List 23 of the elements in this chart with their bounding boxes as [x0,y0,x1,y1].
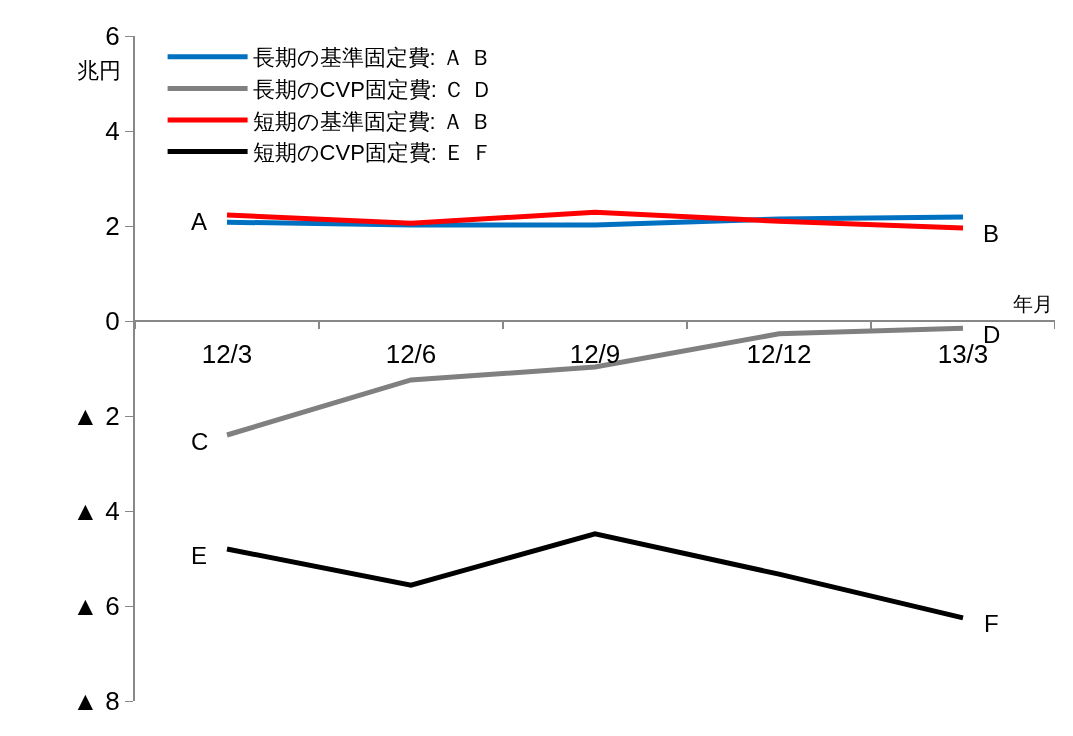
x-tick-label: 12/3 [201,339,253,370]
y-tick-label: 0 [105,306,120,337]
annotation: B [983,220,1000,247]
annotation: A [191,208,208,235]
y-tick-label: 2 [105,211,120,242]
y-tick-label: 6 [105,21,120,52]
y-tick-label: ▲ 2 [72,401,120,432]
legend-label: 短期のCVP固定費: Ｅ Ｆ [252,140,494,166]
x-axis-title: 年月 [1013,293,1053,315]
legend-label: 長期の基準固定費: Ａ Ｂ [252,45,492,71]
y-tick-label: ▲ 4 [72,496,120,527]
y-tick-label: ▲ 6 [72,591,120,622]
legend-label: 長期のCVP固定費: Ｃ Ｄ [252,76,494,102]
x-tick-label: 12/12 [746,339,812,370]
y-tick-label: ▲ 8 [72,686,120,717]
x-tick-label: 12/6 [385,339,437,370]
annotation: C [191,428,209,455]
legend-label: 短期の基準固定費: Ａ Ｂ [252,108,492,134]
y-axis-title: 兆円 [77,58,121,83]
y-tick-label: 4 [105,116,120,147]
x-tick-label: 12/9 [569,339,621,370]
annotation: E [191,542,208,569]
annotation: F [984,610,999,637]
